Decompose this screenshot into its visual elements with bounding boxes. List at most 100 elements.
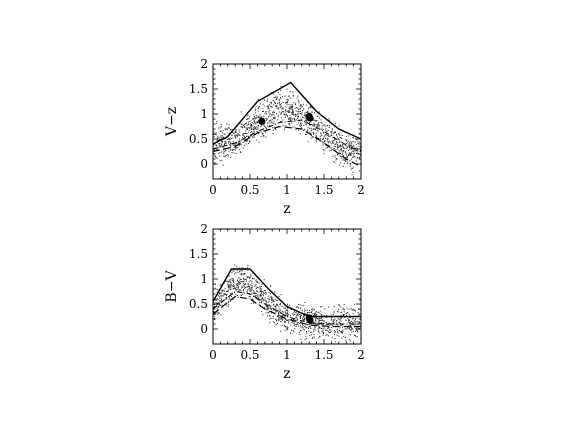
scatter-point xyxy=(214,314,216,315)
scatter-point xyxy=(324,124,326,126)
scatter-point xyxy=(314,120,316,122)
scatter-point xyxy=(303,124,305,126)
scatter-point xyxy=(357,331,359,333)
scatter-point xyxy=(266,98,268,100)
scatter-point xyxy=(312,308,314,310)
scatter-point xyxy=(273,301,275,303)
scatter-point xyxy=(276,304,278,306)
scatter-point xyxy=(264,113,266,115)
scatter-point xyxy=(330,316,332,318)
scatter-point xyxy=(221,151,222,153)
scatter-point xyxy=(219,152,221,154)
scatter-point xyxy=(307,129,309,131)
scatter-point xyxy=(332,142,334,144)
scatter-point xyxy=(269,286,271,288)
scatter-point xyxy=(288,119,290,121)
scatter-point xyxy=(279,303,281,305)
scatter-point xyxy=(343,158,345,160)
scatter-point xyxy=(270,284,272,286)
scatter-point xyxy=(267,106,269,108)
scatter-point xyxy=(224,141,226,143)
scatter-point xyxy=(327,129,329,131)
scatter-point xyxy=(251,281,253,283)
scatter-point xyxy=(272,100,274,101)
scatter-point xyxy=(216,157,218,159)
scatter-point xyxy=(354,156,356,158)
scatter-point xyxy=(235,149,237,151)
scatter-point xyxy=(350,148,352,150)
scatter-point xyxy=(265,119,267,121)
scatter-point xyxy=(282,119,284,121)
scatter-point xyxy=(256,294,258,296)
scatter-point xyxy=(318,126,320,128)
scatter-point xyxy=(255,283,257,285)
scatter-point xyxy=(216,314,218,315)
scatter-point xyxy=(262,294,264,296)
scatter-point xyxy=(251,121,253,123)
scatter-point xyxy=(301,112,303,114)
scatter-point xyxy=(327,323,329,325)
scatter-point xyxy=(321,125,323,127)
scatter-point xyxy=(226,291,228,292)
scatter-point xyxy=(352,156,354,158)
scatter-point xyxy=(269,102,271,104)
scatter-point xyxy=(338,146,340,148)
scatter-point xyxy=(310,130,312,132)
scatter-point xyxy=(269,112,271,114)
scatter-point xyxy=(344,160,346,162)
scatter-point xyxy=(342,331,344,333)
scatter-point xyxy=(235,128,237,130)
scatter-point xyxy=(255,123,257,125)
scatter-point xyxy=(258,304,260,306)
scatter-point xyxy=(288,111,290,113)
scatter-point xyxy=(245,127,247,129)
scatter-point xyxy=(272,112,274,114)
scatter-point xyxy=(299,331,300,333)
scatter-point xyxy=(290,332,291,334)
scatter-point xyxy=(250,291,252,293)
scatter-point xyxy=(271,298,273,299)
scatter-point xyxy=(308,106,310,108)
scatter-point xyxy=(226,304,228,306)
scatter-point xyxy=(242,141,244,143)
scatter-point xyxy=(305,121,307,123)
scatter-point xyxy=(349,144,351,146)
scatter-point xyxy=(219,155,221,157)
scatter-point xyxy=(298,122,300,124)
scatter-point xyxy=(295,128,297,130)
scatter-point xyxy=(300,103,302,105)
scatter-point xyxy=(243,273,245,275)
scatter-point xyxy=(342,329,344,331)
scatter-point xyxy=(330,150,332,151)
scatter-point xyxy=(291,112,292,114)
scatter-point xyxy=(322,124,324,126)
scatter-point xyxy=(260,131,262,133)
scatter-point xyxy=(311,123,313,125)
scatter-point xyxy=(223,155,225,157)
scatter-point xyxy=(300,326,302,328)
scatter-point xyxy=(267,307,268,309)
scatter-point xyxy=(313,322,315,323)
scatter-point xyxy=(275,306,277,308)
scatter-point xyxy=(229,293,231,294)
scatter-point xyxy=(250,135,252,137)
scatter-point xyxy=(359,141,361,143)
scatter-point xyxy=(334,162,336,164)
scatter-point xyxy=(216,145,218,147)
scatter-point xyxy=(232,144,234,146)
scatter-point xyxy=(289,111,291,113)
scatter-point xyxy=(263,295,264,297)
scatter-point xyxy=(240,290,242,292)
scatter-point xyxy=(235,287,237,289)
x-tick-label: 0.5 xyxy=(240,348,259,362)
scatter-point xyxy=(277,309,279,311)
scatter-point xyxy=(253,128,255,130)
scatter-point xyxy=(228,141,230,143)
scatter-point xyxy=(268,125,270,127)
y-tick-label: 0 xyxy=(200,157,208,171)
y-tick-label: 1.5 xyxy=(189,247,208,261)
scatter-point xyxy=(249,290,251,292)
scatter-point xyxy=(286,98,288,100)
scatter-point xyxy=(320,317,322,319)
scatter-point xyxy=(348,319,350,321)
